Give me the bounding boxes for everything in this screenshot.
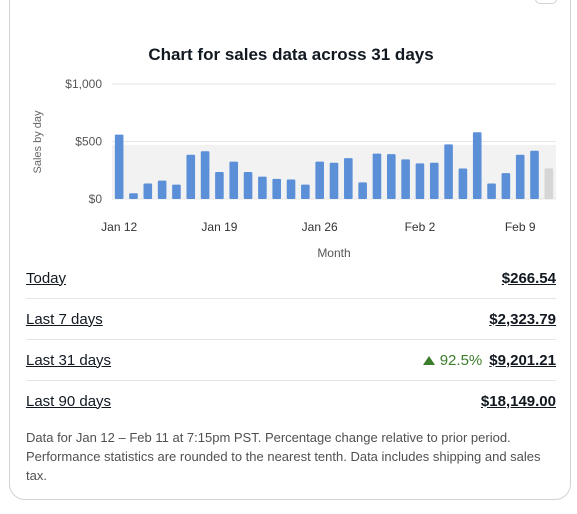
last-7-days-link[interactable]: Last 7 days [26, 310, 103, 328]
x-tick-label: Feb 2 [405, 220, 436, 234]
sales-chart: $0 $500 $1,000 Jan 12 Jan 19 Jan 26 Feb 2 Feb 9… [32, 77, 556, 260]
x-tick-label: Jan 19 [201, 220, 237, 234]
today-link[interactable]: Today [26, 269, 67, 287]
last-31-days-value[interactable]: $9,201.21 [489, 351, 556, 369]
bar [515, 154, 525, 199]
x-axis-label: Month [317, 246, 350, 260]
x-tick-label: Jan 12 [101, 220, 137, 234]
bar [172, 184, 181, 199]
bar [229, 161, 239, 199]
bar [114, 134, 124, 199]
percent-change: 92.5% [422, 351, 483, 369]
today-value[interactable]: $266.54 [501, 269, 556, 287]
bar-partial-day [544, 168, 554, 199]
y-tick-label: $500 [75, 135, 102, 149]
bar [286, 179, 296, 199]
summary-row-last-90-days: Last 90 days $18,149.00 [26, 381, 556, 421]
x-tick-label: Feb 9 [505, 220, 536, 234]
bar [401, 159, 410, 199]
bar [386, 154, 396, 199]
bar [301, 184, 310, 199]
chart-title: Chart for sales data across 31 days [148, 45, 434, 64]
sales-card [9, 0, 571, 500]
last-7-days-value[interactable]: $2,323.79 [489, 310, 556, 328]
bar [429, 162, 439, 199]
bar [329, 162, 339, 199]
bar [487, 183, 496, 199]
bar [372, 153, 382, 199]
last-90-days-link[interactable]: Last 90 days [26, 392, 112, 410]
y-tick-label: $1,000 [65, 77, 102, 91]
bar [415, 163, 425, 199]
bar [243, 171, 253, 199]
up-arrow-icon [422, 355, 435, 365]
bar [501, 173, 511, 199]
bar [444, 144, 453, 199]
summary-row-last-7-days: Last 7 days $2,323.79 [26, 299, 556, 340]
summary-row-last-31-days: Last 31 days 92.5% $9,201.21 [26, 340, 556, 381]
last-31-days-link[interactable]: Last 31 days [26, 351, 112, 369]
bar [258, 176, 267, 199]
summary-row-today: Today $266.54 [26, 258, 556, 299]
bar [157, 180, 167, 199]
bar [472, 132, 482, 199]
bar [186, 154, 196, 199]
bar [458, 168, 468, 199]
bar [530, 150, 539, 199]
bar [129, 193, 138, 199]
y-axis-label: Sales by day [32, 110, 44, 173]
percent-change-value: 92.5% [439, 351, 483, 369]
bar [344, 158, 353, 199]
y-tick-label: $0 [89, 192, 103, 206]
summary-list: Today $266.54 Last 7 days $2,323.79 Last… [26, 258, 556, 421]
x-tick-label: Jan 26 [302, 220, 338, 234]
bar [358, 182, 367, 199]
bar [200, 151, 210, 199]
footnote: Data for Jan 12 – Feb 11 at 7:15pm PST. … [26, 430, 541, 483]
last-90-days-value[interactable]: $18,149.00 [480, 392, 556, 410]
bar [143, 183, 153, 199]
bar [215, 171, 224, 199]
bar [315, 161, 324, 199]
bar [272, 178, 282, 199]
